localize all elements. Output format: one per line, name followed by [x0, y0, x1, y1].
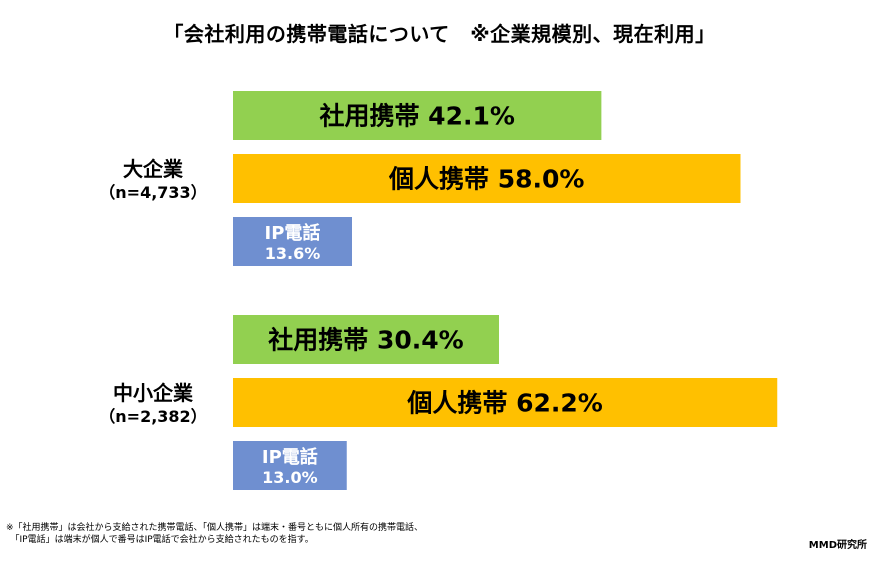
- group-sample-size: （n=4,733）: [99, 183, 207, 202]
- source-credit: MMD研究所: [808, 540, 867, 551]
- footnote-line: 「IP電話」は端末が個人で番号はIP電話で会社から支給されたものを指す。: [6, 535, 314, 545]
- bar-0-1: [233, 154, 741, 203]
- bar-value-label: 13.0%: [262, 468, 318, 487]
- bar-1-0: [233, 315, 499, 364]
- group-label-small-medium: 中小企業 （n=2,382）: [88, 380, 218, 428]
- bar-label: IP電話: [262, 446, 318, 468]
- bar-value-label: 社用携帯 30.4%: [268, 326, 463, 355]
- bar-value-label: 個人携帯 58.0%: [388, 165, 584, 194]
- bar-label: IP電話: [265, 222, 321, 244]
- bar-0-2: [233, 217, 352, 266]
- bar-value-label: 13.6%: [265, 244, 321, 263]
- group-sample-size: （n=2,382）: [99, 407, 207, 426]
- chart-title: 「会社利用の携帯電話について ※企業規模別、現在利用」: [163, 22, 716, 46]
- bar-1-2: [233, 441, 347, 490]
- bar-value-label: 個人携帯 62.2%: [406, 389, 602, 418]
- footnote: ※「社用携帯」は会社から支給された携帯電話、「個人携帯」は端末・番号ともに個人所…: [6, 522, 423, 546]
- group-name: 大企業: [123, 157, 183, 181]
- group-name: 中小企業: [113, 381, 193, 405]
- bar-1-1: [233, 378, 778, 427]
- bar-value-label: 社用携帯 42.1%: [319, 102, 514, 131]
- group-label-large: 大企業 （n=4,733）: [88, 156, 218, 204]
- bar-0-0: [233, 91, 602, 140]
- footnote-line: ※「社用携帯」は会社から支給された携帯電話、「個人携帯」は端末・番号ともに個人所…: [6, 523, 424, 533]
